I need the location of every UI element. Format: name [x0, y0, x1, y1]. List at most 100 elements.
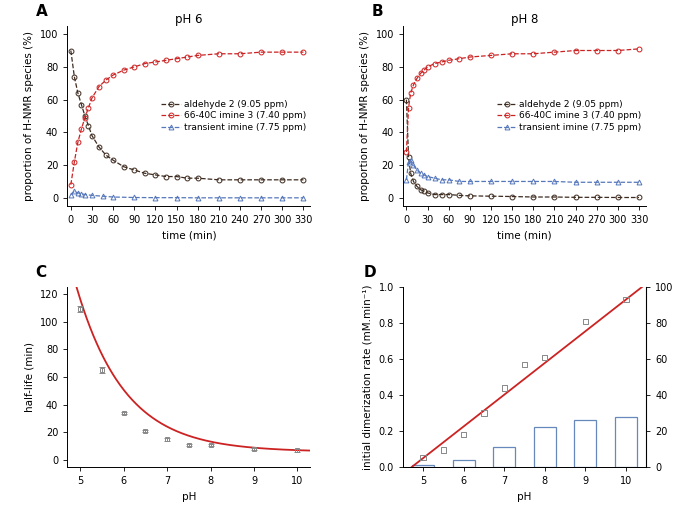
transient imine (7.75 ppm) [551, 179, 559, 185]
transient imine (7.75 ppm) [508, 179, 516, 185]
66-40C imine 3 (7.40 ppm) [102, 77, 110, 83]
66-40C imine 3 (7.40 ppm) [88, 95, 96, 101]
66-40C imine 3 (7.40 ppm) [74, 139, 82, 145]
transient imine (7.75 ppm) [417, 170, 425, 176]
transient imine (7.75 ppm) [487, 179, 495, 185]
aldehyde 2 (9.05 ppm) [455, 192, 463, 198]
transient imine (7.75 ppm) [81, 192, 89, 198]
transient imine (7.75 ppm) [74, 190, 82, 196]
aldehyde 2 (9.05 ppm) [77, 101, 85, 107]
66-40C imine 3 (7.40 ppm) [413, 75, 421, 81]
aldehyde 2 (9.05 ppm) [151, 172, 160, 178]
Line: transient imine (7.75 ppm): transient imine (7.75 ppm) [69, 189, 306, 200]
aldehyde 2 (9.05 ppm) [88, 132, 96, 139]
aldehyde 2 (9.05 ppm) [437, 192, 446, 198]
aldehyde 2 (9.05 ppm) [81, 113, 89, 119]
transient imine (7.75 ppm) [236, 195, 244, 201]
66-40C imine 3 (7.40 ppm) [183, 54, 191, 60]
transient imine (7.75 ppm) [406, 157, 415, 163]
aldehyde 2 (9.05 ppm) [84, 122, 92, 129]
transient imine (7.75 ppm) [404, 159, 413, 165]
aldehyde 2 (9.05 ppm) [614, 195, 622, 201]
aldehyde 2 (9.05 ppm) [257, 176, 265, 183]
transient imine (7.75 ppm) [131, 195, 139, 201]
aldehyde 2 (9.05 ppm) [431, 192, 439, 198]
66-40C imine 3 (7.40 ppm) [431, 61, 439, 67]
66-40C imine 3 (7.40 ppm) [299, 49, 308, 55]
Point [580, 317, 591, 325]
Y-axis label: proportion of H-NMR species (%): proportion of H-NMR species (%) [24, 31, 34, 201]
Bar [614, 417, 637, 467]
transient imine (7.75 ppm) [635, 179, 643, 185]
transient imine (7.75 ppm) [98, 193, 106, 199]
Point [438, 446, 449, 454]
aldehyde 2 (9.05 ppm) [67, 47, 75, 53]
66-40C imine 3 (7.40 ppm) [508, 51, 516, 57]
aldehyde 2 (9.05 ppm) [194, 175, 202, 181]
66-40C imine 3 (7.40 ppm) [95, 84, 103, 90]
aldehyde 2 (9.05 ppm) [278, 176, 286, 183]
transient imine (7.75 ppm) [466, 179, 474, 185]
aldehyde 2 (9.05 ppm) [102, 152, 110, 158]
66-40C imine 3 (7.40 ppm) [141, 61, 149, 67]
aldehyde 2 (9.05 ppm) [162, 173, 170, 180]
Point [479, 409, 489, 417]
Y-axis label: half-life (min): half-life (min) [24, 342, 34, 412]
transient imine (7.75 ppm) [194, 195, 202, 201]
transient imine (7.75 ppm) [402, 176, 411, 183]
aldehyde 2 (9.05 ppm) [236, 176, 244, 183]
aldehyde 2 (9.05 ppm) [529, 194, 537, 200]
aldehyde 2 (9.05 ppm) [551, 194, 559, 200]
Point [418, 453, 429, 461]
X-axis label: time (min): time (min) [497, 230, 552, 241]
66-40C imine 3 (7.40 ppm) [423, 64, 431, 70]
Legend: aldehyde 2 (9.05 ppm), 66-40C imine 3 (7.40 ppm), transient imine (7.75 ppm): aldehyde 2 (9.05 ppm), 66-40C imine 3 (7… [161, 100, 306, 132]
66-40C imine 3 (7.40 ppm) [77, 126, 85, 132]
66-40C imine 3 (7.40 ppm) [67, 182, 75, 188]
66-40C imine 3 (7.40 ppm) [70, 159, 78, 165]
transient imine (7.75 ppm) [593, 179, 601, 185]
Point [499, 384, 509, 392]
66-40C imine 3 (7.40 ppm) [131, 64, 139, 70]
Bar [574, 420, 596, 467]
66-40C imine 3 (7.40 ppm) [278, 49, 286, 55]
Line: aldehyde 2 (9.05 ppm): aldehyde 2 (9.05 ppm) [404, 97, 641, 200]
Text: C: C [36, 265, 47, 280]
66-40C imine 3 (7.40 ppm) [162, 57, 170, 63]
transient imine (7.75 ppm) [172, 195, 180, 201]
transient imine (7.75 ppm) [529, 179, 537, 185]
66-40C imine 3 (7.40 ppm) [437, 59, 446, 65]
Line: aldehyde 2 (9.05 ppm): aldehyde 2 (9.05 ppm) [69, 48, 306, 182]
transient imine (7.75 ppm) [445, 176, 453, 183]
transient imine (7.75 ppm) [614, 179, 622, 185]
X-axis label: time (min): time (min) [162, 230, 216, 241]
Line: transient imine (7.75 ppm): transient imine (7.75 ppm) [404, 158, 641, 185]
Title: pH 6: pH 6 [175, 13, 203, 26]
Text: A: A [36, 4, 47, 19]
66-40C imine 3 (7.40 ppm) [151, 59, 160, 65]
aldehyde 2 (9.05 ppm) [131, 167, 139, 173]
66-40C imine 3 (7.40 ppm) [445, 57, 453, 63]
Bar [493, 447, 516, 467]
Point [621, 295, 631, 304]
aldehyde 2 (9.05 ppm) [413, 183, 421, 189]
aldehyde 2 (9.05 ppm) [466, 193, 474, 199]
transient imine (7.75 ppm) [571, 179, 579, 185]
transient imine (7.75 ppm) [109, 194, 117, 200]
66-40C imine 3 (7.40 ppm) [420, 67, 428, 73]
66-40C imine 3 (7.40 ppm) [455, 56, 463, 62]
aldehyde 2 (9.05 ppm) [215, 176, 223, 183]
aldehyde 2 (9.05 ppm) [593, 194, 601, 200]
aldehyde 2 (9.05 ppm) [445, 192, 453, 198]
transient imine (7.75 ppm) [77, 190, 85, 197]
Point [539, 353, 550, 361]
66-40C imine 3 (7.40 ppm) [635, 46, 643, 52]
Bar [452, 460, 475, 467]
Bar [534, 428, 556, 467]
transient imine (7.75 ppm) [423, 173, 431, 180]
aldehyde 2 (9.05 ppm) [70, 74, 78, 80]
66-40C imine 3 (7.40 ppm) [404, 105, 413, 111]
aldehyde 2 (9.05 ppm) [417, 186, 425, 193]
66-40C imine 3 (7.40 ppm) [257, 49, 265, 55]
transient imine (7.75 ppm) [420, 172, 428, 178]
